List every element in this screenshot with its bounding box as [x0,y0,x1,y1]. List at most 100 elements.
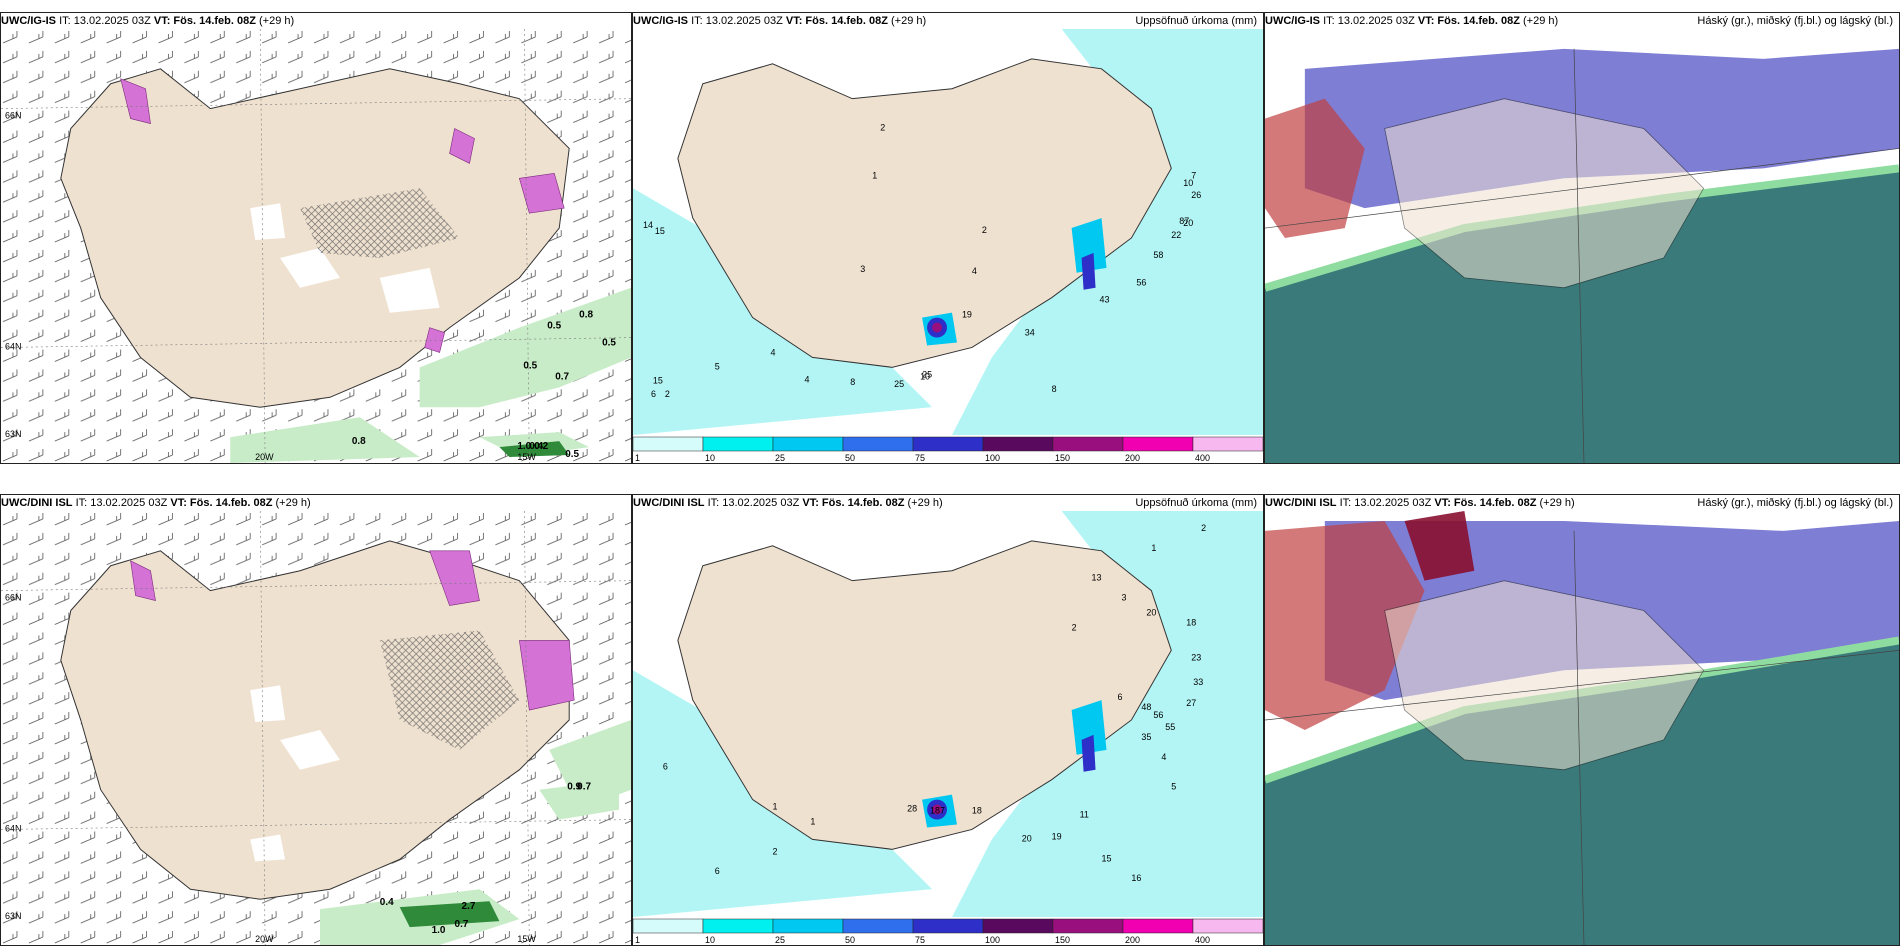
lat-label-64n: 64N [5,342,21,352]
precip-value: 28 [907,804,917,814]
precip-value: 2 [982,225,987,235]
legend-tick-label: 25 [775,935,785,945]
precip-value: 33 [1193,677,1203,687]
precip-value: 25 [922,369,932,379]
panel-title: UWC/DINI ISL IT: 13.02.2025 03Z VT: Fös.… [1265,497,1575,509]
glaciers [250,203,440,313]
precip-value: 5 [1171,782,1176,792]
precip-value: 23 [1191,652,1201,662]
legend-tick-label: 10 [705,453,715,463]
wind-value: 0.2 [534,441,548,452]
precip-value: 27 [1186,698,1196,708]
legend-swatch [1122,436,1194,452]
panel-top-right-clouds: UWC/IG-IS IT: 13.02.2025 03Z VT: Fös. 14… [1264,12,1900,464]
lat-label-64n: 64N [5,824,21,834]
lat-line-66 [1,98,631,109]
panel-title: UWC/IG-IS IT: 13.02.2025 03Z VT: Fös. 14… [633,15,927,27]
precip-value: 35 [1141,732,1151,742]
precip-value: 16 [1131,873,1141,883]
precip-value: 15 [655,226,665,236]
legend-tick-label: 400 [1195,453,1210,463]
legend-swatch [842,918,914,934]
precip-value: 2 [773,846,778,856]
panel-bottom-left-wind: UWC/DINI ISL IT: 13.02.2025 03Z VT: Fös.… [0,494,632,946]
legend-swatch [912,436,984,452]
precip-value: 2 [1201,523,1206,533]
panel-bottom-right-clouds: UWC/DINI ISL IT: 13.02.2025 03Z VT: Fös.… [1264,494,1900,946]
precip-value: 18 [1186,617,1196,627]
cloud-high-red [1265,98,1365,239]
wind-value: 0.5 [602,338,616,349]
precip-value: 1 [810,816,815,826]
precip-value: 2 [880,123,885,133]
wind-value: 0.5 [523,360,537,371]
legend-tick-label: 100 [985,935,1000,945]
precip-value: 87 [1179,216,1189,226]
precip-value: 7 [1191,170,1196,180]
lat-label-63n: 63N [5,911,21,921]
precip-value: 18 [972,806,982,816]
legend-swatch [633,918,704,934]
legend-swatch [982,918,1054,934]
green-dark [399,901,500,928]
legend-tick-label: 1 [635,935,640,945]
legend-swatch [702,436,774,452]
precip-value: 10 [920,371,930,381]
precip-value: 1 [1151,543,1156,553]
precip-value: 6 [715,866,720,876]
precip-map: 14 15 15 6 2 5 4 4 8 25 10 19 34 43 56 5… [633,29,1263,435]
legend-tick-label: 75 [915,935,925,945]
grid-line [1573,48,1585,463]
cloud-map [1265,511,1899,945]
panel-top-left-wind: UWC/IG-IS IT: 13.02.2025 03Z VT: Fös. 14… [0,12,632,464]
precip-value: 25 [894,379,904,389]
precip-purple [120,78,565,353]
iceland-land [60,540,570,900]
wind-value: 0.9 [567,782,581,793]
wind-value: 0.4 [529,441,543,452]
precip-value: 4 [972,266,977,276]
legend-tick-label: 150 [1055,453,1070,463]
panel-subtitle: Uppsöfnuð úrkoma (mm) [1135,497,1257,509]
wind-map: 20W 15W 66N 64N 63N 0.8 0.5 0.7 0.5 0.5 … [1,29,631,463]
wind-value: 1.0 [432,925,446,936]
panel-subtitle: Háský (gr.), miðský (fj.bl.) og lágský (… [1697,497,1893,509]
precip-value: 26 [1191,190,1201,200]
precip-value: 58 [1153,250,1163,260]
precip-value: 3 [1121,593,1126,603]
legend-tick-label: 200 [1125,935,1140,945]
precip-value: 5 [715,361,720,371]
precip-value: 10 [1183,178,1193,188]
precip-value: 55 [1165,722,1175,732]
legend-swatch [1052,918,1124,934]
legend-tick-label: 400 [1195,935,1210,945]
wind-value: 0.8 [352,436,366,447]
legend-swatch [1192,918,1263,934]
precip-value: 56 [1153,710,1163,720]
green-area-1 [419,287,631,408]
panel-title: UWC/DINI ISL IT: 13.02.2025 03Z VT: Fös.… [1,497,311,509]
legend-swatch [1122,918,1194,934]
hatched-area [300,188,460,258]
precip-value: 20 [1183,218,1193,228]
panel-subtitle: Uppsöfnuð úrkoma (mm) [1135,15,1257,27]
wind-value: 0.7 [455,919,469,930]
legend-swatch [772,436,844,452]
precip-value: 2 [665,389,670,399]
legend-tick-label: 50 [845,453,855,463]
wind-value: 0.5 [547,321,561,332]
legend-tick-label: 150 [1055,935,1070,945]
iceland-land [1384,580,1705,771]
legend-swatch [633,436,704,452]
wind-value: 0.5 [565,449,579,460]
precip-value: 48 [1141,702,1151,712]
legend-swatch [912,918,984,934]
precip-value: 6 [663,762,668,772]
wind-value: 0.7 [555,371,569,382]
precip-value: 6 [651,389,656,399]
legend-swatch [1192,436,1263,452]
precip-value: 4 [1161,752,1166,762]
precip-value: 56 [1136,278,1146,288]
precip-value: 3 [860,264,865,274]
precip-value: 19 [962,310,972,320]
